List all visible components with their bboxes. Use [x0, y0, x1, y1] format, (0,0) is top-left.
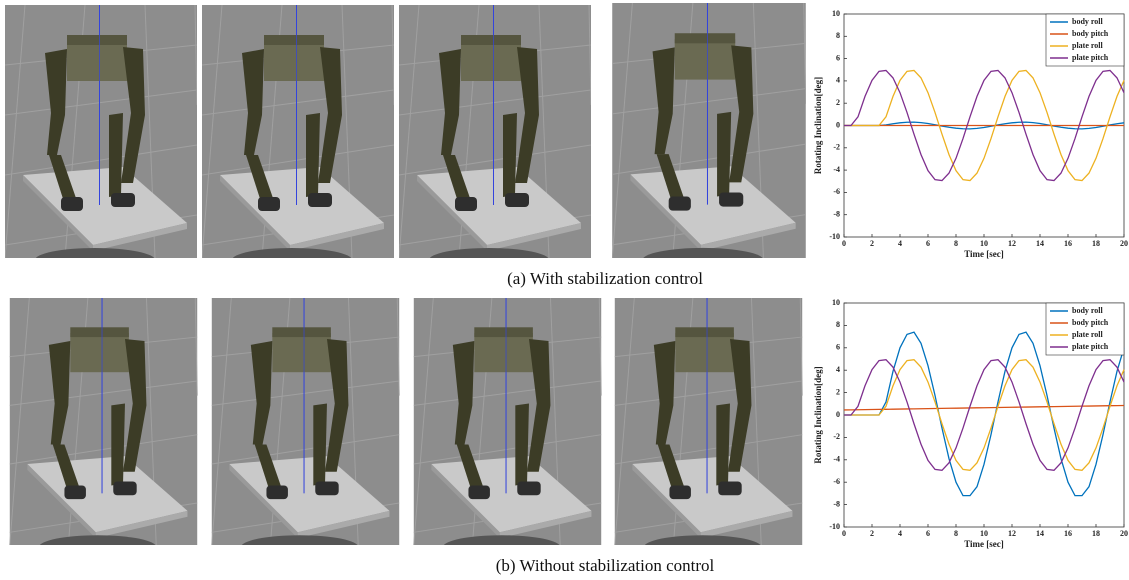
x-tick-label: 4 [898, 239, 902, 248]
x-tick-label: 8 [954, 529, 958, 538]
x-tick-label: 2 [870, 529, 874, 538]
legend-label: plate pitch [1072, 342, 1109, 351]
y-tick-label: 6 [836, 343, 840, 352]
y-tick-label: 0 [836, 120, 840, 129]
x-tick-label: 0 [842, 529, 846, 538]
x-tick-label: 0 [842, 239, 846, 248]
y-tick-label: 8 [836, 320, 840, 329]
x-tick-label: 4 [898, 529, 902, 538]
legend-label: body pitch [1072, 318, 1109, 327]
y-tick-label: -10 [829, 232, 840, 241]
y-tick-label: 10 [832, 298, 840, 307]
x-tick-label: 14 [1036, 529, 1044, 538]
y-tick-label: -8 [833, 499, 840, 508]
x-tick-label: 14 [1036, 239, 1044, 248]
x-tick-label: 12 [1008, 239, 1016, 248]
x-tick-label: 6 [926, 239, 930, 248]
series-line [843, 404, 1125, 411]
legend-label: plate roll [1072, 41, 1104, 50]
y-tick-label: 2 [836, 387, 840, 396]
series-line [844, 358, 1125, 472]
x-tick-label: 16 [1064, 529, 1072, 538]
x-tick-label: 8 [954, 239, 958, 248]
y-tick-label: -8 [833, 210, 840, 219]
x-tick-label: 12 [1008, 529, 1016, 538]
chart: 0 2 4 6 8 10 12 14 16 18 20-10-8-6-4-20246810Time … [813, 298, 1128, 549]
robot-image [211, 298, 400, 545]
y-tick-label: 0 [836, 410, 840, 419]
caption: (a) With stabilization control [507, 269, 703, 288]
x-tick-label: 10 [980, 529, 988, 538]
x-tick-label: 18 [1092, 529, 1100, 538]
robot-image [413, 298, 602, 545]
chart: 0 2 4 6 8 10 12 14 16 18 20-10-8-6-4-20246810Time … [813, 9, 1128, 259]
y-tick-label: 2 [836, 98, 840, 107]
series-line [844, 69, 1125, 182]
y-tick-label: -4 [833, 165, 840, 174]
x-tick-label: 20 [1120, 529, 1128, 538]
y-tick-label: -6 [833, 477, 840, 486]
x-axis-label: Time [sec] [964, 539, 1004, 549]
legend-label: body roll [1072, 306, 1104, 315]
y-tick-label: -2 [833, 432, 840, 441]
y-tick-label: -4 [833, 455, 840, 464]
robot-image [202, 5, 394, 258]
y-tick-label: 8 [836, 31, 840, 40]
x-tick-label: 10 [980, 239, 988, 248]
caption: (b) Without stabilization control [496, 556, 715, 575]
series-line [844, 331, 1125, 497]
legend-label: body roll [1072, 17, 1104, 26]
legend-label: body pitch [1072, 29, 1109, 38]
y-tick-label: 4 [836, 76, 840, 85]
y-tick-label: 10 [832, 9, 840, 18]
legend-label: plate pitch [1072, 53, 1109, 62]
y-tick-label: -10 [829, 522, 840, 531]
x-tick-label: 6 [926, 529, 930, 538]
y-tick-label: 4 [836, 365, 840, 374]
series-line [844, 358, 1125, 472]
y-tick-label: -2 [833, 143, 840, 152]
y-axis-label: Rotating Inclination[deg] [813, 366, 823, 463]
x-tick-label: 2 [870, 239, 874, 248]
robot-image [612, 3, 806, 258]
y-tick-label: -6 [833, 187, 840, 196]
x-tick-label: 16 [1064, 239, 1072, 248]
x-axis-label: Time [sec] [964, 249, 1004, 259]
series-line [844, 121, 1125, 130]
y-axis-label: Rotating Inclination[deg] [813, 77, 823, 174]
robot-image [614, 298, 803, 545]
robot-image [9, 298, 198, 545]
x-tick-label: 18 [1092, 239, 1100, 248]
series-line [844, 69, 1125, 182]
legend-label: plate roll [1072, 330, 1104, 339]
robot-image [5, 5, 197, 258]
x-tick-label: 20 [1120, 239, 1128, 248]
y-tick-label: 6 [836, 53, 840, 62]
robot-image [399, 5, 591, 258]
